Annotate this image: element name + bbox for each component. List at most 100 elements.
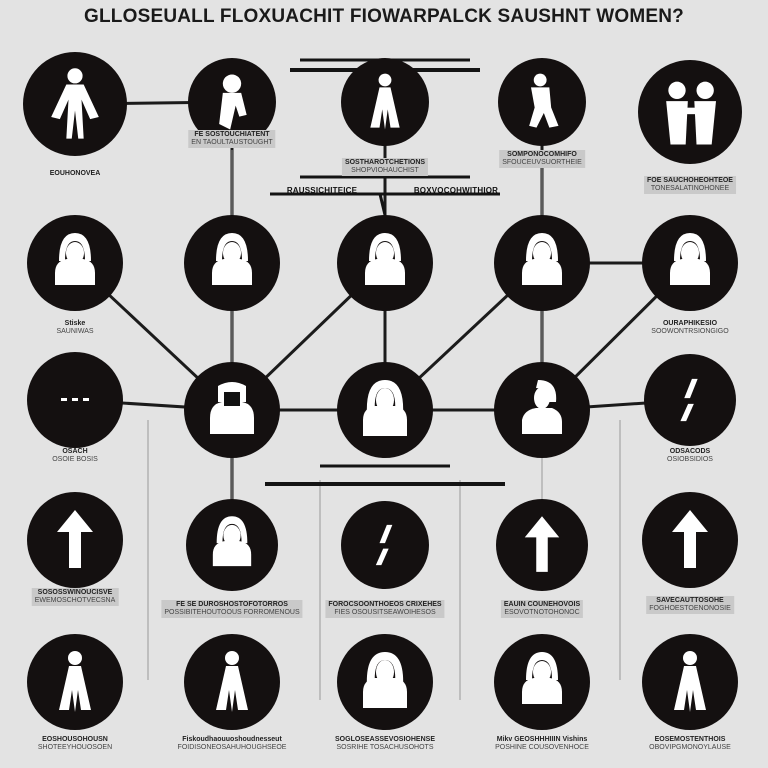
node-label-text: FOE SAUCHOHEOHTEOE: [647, 177, 733, 184]
woman-dress-icon: [370, 73, 400, 130]
node-n6[interactable]: [27, 215, 123, 311]
node-label-text: SOMPONOCOMHIFO: [507, 151, 577, 158]
node-label-text: SOSOSSWINOUCISVE: [37, 589, 113, 596]
node-label-text: Fiskoudhaouuoshoudnesseut: [182, 736, 282, 743]
node-n1[interactable]: [23, 52, 127, 156]
slash-marks-icon: [375, 524, 393, 566]
diagram-title: GLLOSEUALL FLOXUACHIT FIOWARPALCK SAUSHN…: [84, 6, 684, 27]
node-n20[interactable]: [642, 492, 738, 588]
node-label-text: EOSHOUSOHOUSN: [42, 736, 108, 743]
node-sublabel-text: SHOTEEYHOUOSOEN: [37, 744, 113, 751]
woman-bust-icon: [522, 233, 562, 285]
node-n12[interactable]: [184, 362, 280, 458]
node-n11[interactable]: [27, 352, 123, 448]
node-sublabel-text: FOGHOESTOENONOSIE: [649, 605, 731, 612]
node-label-text: EAUIN COUNEHOVOIS: [503, 601, 581, 608]
node-circle: [644, 354, 736, 446]
node-label-text: FE SOSTOUCHIATENT: [194, 131, 270, 138]
node-sublabel-text: SAUNIWAS: [56, 328, 94, 335]
node-n21[interactable]: [27, 634, 123, 730]
node-n13[interactable]: [337, 362, 433, 458]
node-n17[interactable]: [186, 499, 278, 591]
node-n19[interactable]: [496, 499, 588, 591]
node-label-text: ODSACODS: [669, 448, 711, 455]
node-label-text: Stiske: [64, 320, 86, 327]
arrow-up-icon: [524, 516, 560, 572]
header-left-label: RAUSSICHITEICE: [286, 186, 358, 195]
node-label-n16: SOSOSSWINOUCISVE EWEMOSCHOTVECSNA: [31, 588, 119, 606]
node-label-n19: EAUIN COUNEHOVOIS ESOVOTNOTOHONOC: [500, 600, 584, 618]
node-n15[interactable]: [644, 354, 736, 446]
node-label-text: EOSEMOSTENTHOIS: [654, 736, 726, 743]
woman-bust-icon: [212, 233, 252, 285]
node-n2[interactable]: [188, 58, 276, 146]
node-sublabel-text: FIES OSOUSITSEAWOIHESOS: [334, 609, 436, 616]
node-label-text: SOGLOSEASSEVOSIOHENSE: [335, 736, 435, 743]
node-label-n17: FE SE DUROSHOSTOFOTORROS POSSIBITEHOUTOOU…: [161, 600, 303, 618]
node-sublabel-text: TONESALATINOHONEE: [650, 185, 730, 192]
node-label-n22: Fiskoudhaouuoshoudnesseut FOIDISONEOSAHUH…: [178, 736, 287, 752]
node-label-n23: SOGLOSEASSEVOSIOHENSE SOSRIHE TOSACHUSOHO…: [335, 736, 435, 752]
header-right-label: BOXVOCOHWITHIOR: [413, 186, 499, 195]
node-label-n20: SAVECAUTTOSOHE FOGHOESTOENONOSIE: [646, 596, 734, 614]
node-n22[interactable]: [184, 634, 280, 730]
node-sublabel-text: POSSIBITEHOUTOOUS FORROMENOUS: [164, 609, 300, 616]
node-sublabel-text: SOOWONTRSIONGIGO: [651, 328, 729, 335]
node-n3[interactable]: [341, 58, 429, 146]
node-sublabel-text: SHOPVIOHAUCHIST: [351, 167, 419, 174]
node-n14[interactable]: [494, 362, 590, 458]
node-label-text: FE SE DUROSHOSTOFOTORROS: [176, 601, 288, 608]
node-n18[interactable]: [341, 501, 429, 589]
woman-dress-icon: [59, 651, 91, 712]
node-label-text: EOUHONOVEA: [49, 170, 101, 177]
node-n10[interactable]: [642, 215, 738, 311]
node-n5[interactable]: [638, 60, 742, 164]
node-label-n11: OSACH OSOIE BOSIS: [52, 448, 98, 464]
couple-embrace-icon: [666, 81, 716, 145]
node-n7[interactable]: [184, 215, 280, 311]
woman-bust-icon: [212, 516, 252, 567]
node-circle: [341, 501, 429, 589]
node-label-n25: EOSEMOSTENTHOIS OBOVIPGMONOYLAUSE: [649, 736, 731, 752]
node-n25[interactable]: [642, 634, 738, 730]
node-label-n10: OURAPHIKESIO SOOWONTRSIONGIGO: [651, 320, 728, 336]
woman-silhouette-icon: [219, 74, 247, 130]
node-sublabel-text: EWEMOSCHOTVECSNA: [34, 597, 116, 604]
node-sublabel-text: OSOIE BOSIS: [52, 456, 98, 463]
node-n16[interactable]: [27, 492, 123, 588]
dash-icon: [61, 398, 89, 401]
node-circles: [23, 52, 742, 730]
node-label-n3: SOSTHAROTCHETIONS SHOPVIOHAUCHIST: [341, 158, 429, 176]
node-label-text: SAVECAUTTOSOHE: [656, 597, 724, 604]
node-sublabel-text: SOSRIHE TOSACHUSOHOTS: [336, 744, 434, 751]
node-label-text: OSACH: [62, 448, 88, 455]
node-n23[interactable]: [337, 634, 433, 730]
node-label-text: Mikv GEOSHHHIIIN Vishins: [496, 736, 588, 743]
woman-long-hair-icon: [363, 380, 407, 436]
woman-dress-icon: [216, 651, 248, 712]
node-label-n5: FOE SAUCHOHEOHTEOE TONESALATINOHONEE: [644, 176, 736, 194]
node-label-n1: EOUHONOVEA: [50, 170, 101, 178]
node-sublabel-text: EN TAOULTAUSTOUGHT: [191, 139, 273, 146]
node-n4[interactable]: [498, 58, 586, 146]
node-n24[interactable]: [494, 634, 590, 730]
node-sublabel-text: OSIOBSIDIOS: [667, 456, 713, 463]
header-bar: [378, 193, 387, 216]
arrow-up-icon: [672, 510, 708, 568]
node-label-n4: SOMPONOCOMHIFO SFOUCEUVSUORTHEIE: [499, 150, 585, 168]
node-n8[interactable]: [337, 215, 433, 311]
node-label-n21: EOSHOUSOHOUSN SHOTEEYHOUOSOEN: [38, 736, 112, 752]
woman-hood-icon: [670, 233, 710, 285]
node-sublabel-text: OBOVIPGMONOYLAUSE: [649, 744, 731, 751]
woman-bust-icon: [55, 233, 95, 285]
node-label-text: OURAPHIKESIO: [662, 320, 718, 327]
node-label-n6: Stiske SAUNIWAS: [56, 320, 93, 336]
node-n9[interactable]: [494, 215, 590, 311]
node-sublabel-text: SFOUCEUVSUORTHEIE: [502, 159, 582, 166]
node-label-text: FOROCSOONTHOEOS CRIXEHES: [328, 601, 442, 608]
node-sublabel-text: POSHINE COUSOVENHOCE: [495, 744, 589, 751]
woman-dress-icon: [674, 651, 706, 712]
woman-full-figure-icon: [51, 68, 99, 139]
node-label-n18: FOROCSOONTHOEOS CRIXEHES FIES OSOUSITSEAW…: [325, 600, 445, 618]
